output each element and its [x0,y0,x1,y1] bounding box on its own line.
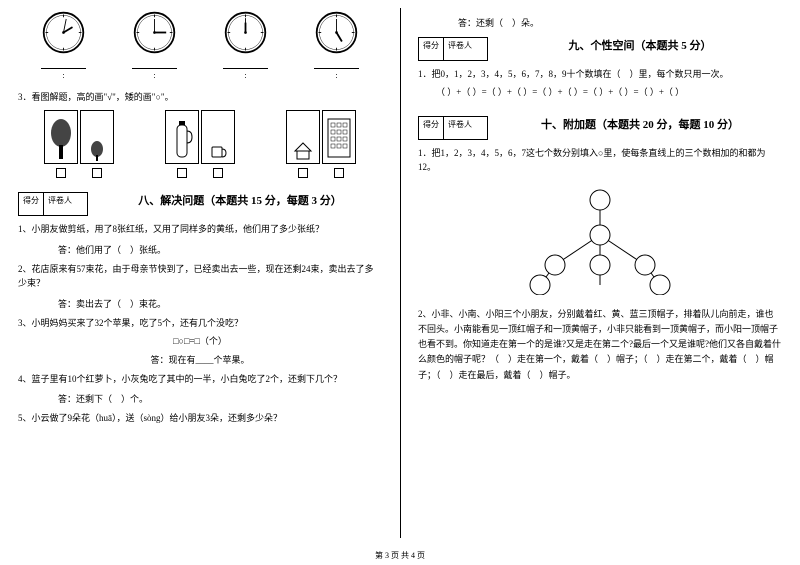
clock-1 [41,10,86,55]
page-number: 第 3 页 共 4 页 [0,550,800,561]
checkbox-row [18,168,382,178]
tall-tree-box [44,110,78,164]
blank-line [314,61,359,69]
thermos-pair [165,110,235,164]
time-labels: : : : : [18,71,382,80]
thermos-box [165,110,199,164]
score-label: 得分 [419,38,444,60]
checkbox[interactable] [334,168,344,178]
blank-line [41,61,86,69]
circle-tree-diagram [418,185,782,297]
house-box [286,110,320,164]
left-column: : : : : 3．看图解题，高的画"√"，矮的画"○"。 [0,0,400,545]
s8-q4: 4、篮子里有10个红萝卜，小灰兔吃了其中的一半，小白兔吃了2个，还剩下几个？ [18,372,382,386]
time-slot: : [125,71,185,80]
section-10-header: 得分 评卷人 十、附加题（本题共 20 分，每题 10 分） [418,116,782,142]
grader-label: 评卷人 [444,38,476,60]
section-9-title: 九、个性空间（本题共 5 分） [498,37,782,53]
clock-4 [314,10,359,55]
check-pair [56,168,102,178]
checkbox[interactable] [92,168,102,178]
score-label: 得分 [419,117,444,139]
blank-line [132,61,177,69]
score-box: 得分 评卷人 [418,116,488,140]
clocks-row [18,10,382,55]
question-3-text: 3．看图解题，高的画"√"，矮的画"○"。 [18,90,382,104]
clock-2 [132,10,177,55]
clock-blanks [18,61,382,69]
checkbox[interactable] [177,168,187,178]
s8-q5: 5、小云做了9朵花（huā），送（sòng）给小朋友3朵，还剩多少朵？ [18,411,382,425]
s8-q2: 2、花店原来有57束花，由于母亲节快到了，已经卖出去一些，现在还剩24束，卖出去… [18,262,382,291]
checkbox[interactable] [213,168,223,178]
short-tree-box [80,110,114,164]
s8-a1: 答：他们用了（ ）张纸。 [58,243,382,256]
building-pair [286,110,356,164]
s8-q1: 1、小朋友做剪纸，用了8张红纸，又用了同样多的黄纸，他们用了多少张纸？ [18,222,382,236]
check-pair [177,168,223,178]
time-slot: : [307,71,367,80]
s8-a5: 答：还剩（ ）朵。 [458,16,782,29]
blank-line [223,61,268,69]
clock-3 [223,10,268,55]
score-box: 得分 评卷人 [18,192,88,216]
time-slot: : [34,71,94,80]
section-9-header: 得分 评卷人 九、个性空间（本题共 5 分） [418,37,782,63]
grader-label: 评卷人 [444,117,476,139]
s10-q1: 1．把1，2，3，4，5，6，7这七个数分别填入○里，使每条直线上的三个数相加的… [418,146,782,175]
s10-q2: 2、小非、小南、小阳三个小朋友，分别戴着红、黄、蓝三顶帽子，排着队儿向前走，谁也… [418,307,782,383]
time-slot: : [216,71,276,80]
score-label: 得分 [19,193,44,215]
s8-a4: 答：还剩下（ ）个。 [58,392,382,405]
section-10-title: 十、附加题（本题共 20 分，每题 10 分） [498,116,782,132]
checkbox[interactable] [298,168,308,178]
tree-pair [44,110,114,164]
s8-a2: 答：卖出去了（ ）束花。 [58,297,382,310]
cup-box [201,110,235,164]
s9-eq: （ ）+（ ）=（ ）+（ ）=（ ）+（ ）=（ ）+（ ）=（ ）+（ ） [436,85,782,99]
s9-q1: 1．把0，1，2，3，4，5，6，7，8，9十个数填在（ ）里，每个数只用一次。 [418,67,782,81]
score-box: 得分 评卷人 [418,37,488,61]
section-8-header: 得分 评卷人 八、解决问题（本题共 15 分，每题 3 分） [18,192,382,218]
right-column: 答：还剩（ ）朵。 得分 评卷人 九、个性空间（本题共 5 分） 1．把0，1，… [400,0,800,545]
image-comparison-row [18,110,382,164]
check-pair [298,168,344,178]
section-8-title: 八、解决问题（本题共 15 分，每题 3 分） [98,192,382,208]
checkbox[interactable] [56,168,66,178]
s8-eq3: □○□=□（个） [18,334,382,347]
s8-a3: 答：现在有____个苹果。 [18,353,382,366]
grader-label: 评卷人 [44,193,76,215]
s8-q3: 3、小明妈妈买来了32个苹果，吃了5个，还有几个没吃？ [18,316,382,330]
building-box [322,110,356,164]
